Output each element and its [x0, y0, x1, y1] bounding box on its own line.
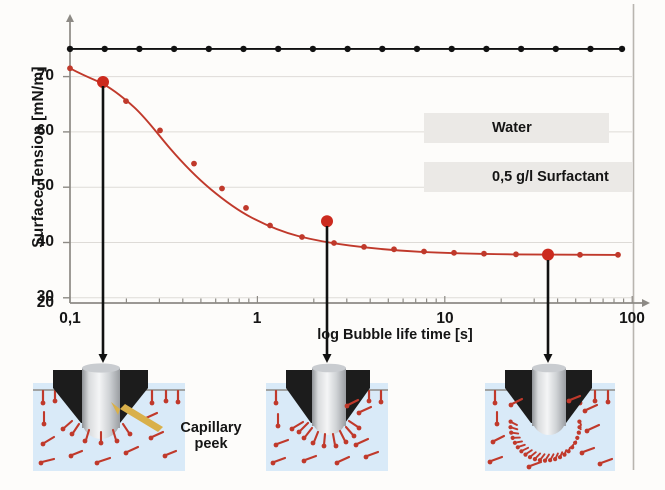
y-tick-30: 30 — [36, 288, 54, 305]
panel-late — [485, 363, 615, 471]
y-axis — [63, 14, 74, 303]
legend-item-surfactant[interactable]: 0,5 g/l Surfactant — [424, 162, 632, 192]
series-water — [66, 45, 626, 53]
legend-label-water: Water — [492, 120, 532, 136]
capillary-peek-annotation: Capillary peek — [166, 420, 256, 452]
y-tick-60: 60 — [36, 122, 54, 139]
x-tick-100: 100 — [619, 310, 645, 327]
callout-arrows — [98, 86, 553, 363]
x-axis-title: log Bubble life time [s] — [317, 327, 473, 343]
legend-label-surfactant: 0,5 g/l Surfactant — [492, 169, 609, 185]
highlight-points — [97, 76, 554, 261]
panel-early — [33, 363, 185, 471]
capillary-peek-line2: peek — [194, 436, 228, 453]
series-surfactant — [67, 65, 621, 261]
y-tick-70: 70 — [36, 67, 54, 84]
capillary-peek-line1: Capillary — [180, 420, 242, 436]
y-tick-20: 20 — [36, 294, 54, 311]
panel-intermediate — [266, 363, 388, 471]
y-tick-50: 50 — [36, 177, 54, 194]
legend-item-water[interactable]: Water — [424, 113, 609, 143]
y-tick-40: 40 — [36, 233, 54, 250]
x-tick-0-1: 0,1 — [59, 310, 81, 327]
x-tick-10: 10 — [436, 310, 454, 327]
x-tick-1: 1 — [252, 310, 262, 327]
